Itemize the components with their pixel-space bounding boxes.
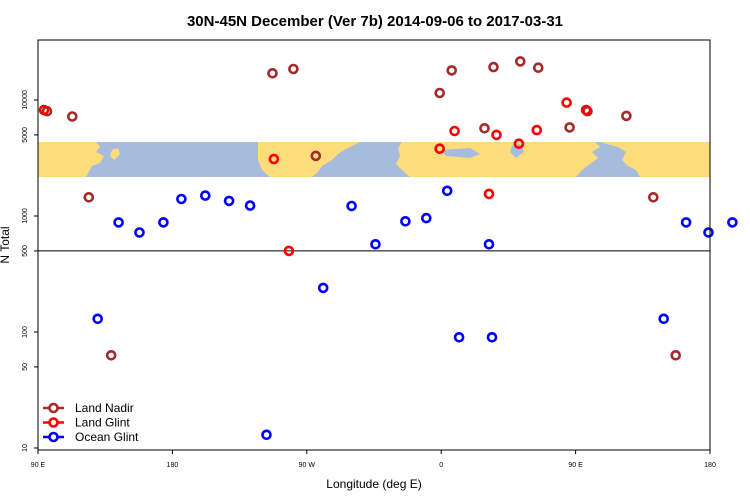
y-axis: 10 50 100 500 1000 5000 10000 <box>22 90 38 452</box>
y-tick-label-4: 1000 <box>22 208 29 224</box>
point-ocean-glint-11 <box>370 239 381 250</box>
x-tick-label-1: 180 <box>167 462 179 469</box>
point-ocean-glint-3 <box>158 217 169 228</box>
legend-entry-2: Ocean Glint <box>43 430 139 444</box>
point-ocean-glint-1 <box>113 217 124 228</box>
point-land-glint-2 <box>283 245 295 257</box>
mediterranean-sea <box>440 148 480 158</box>
point-land-nadir-13 <box>564 122 575 133</box>
point-land-nadir-1 <box>67 111 78 122</box>
point-land-glint-6 <box>491 129 502 141</box>
point-ocean-glint-19 <box>680 217 692 228</box>
point-ocean-glint-2 <box>134 227 145 238</box>
point-land-nadir-2 <box>83 192 95 203</box>
point-ocean-glint-10 <box>346 200 357 212</box>
point-ocean-glint-8 <box>261 429 272 441</box>
point-land-nadir-10 <box>488 61 499 73</box>
y-tick-label-3: 500 <box>22 245 29 257</box>
y-tick-label-1: 50 <box>22 363 29 371</box>
legend-marker-1 <box>48 417 59 428</box>
y-tick-label-5: 5000 <box>22 127 29 143</box>
y-tick-label-0: 10 <box>22 444 29 452</box>
point-land-nadir-7 <box>434 87 446 99</box>
point-ocean-glint-16 <box>483 239 495 250</box>
point-ocean-glint-13 <box>420 212 432 224</box>
legend-label-1: Land Glint <box>75 416 130 430</box>
x-axis-label: Longitude (deg E) <box>326 477 421 491</box>
point-land-glint-9 <box>561 97 572 108</box>
y-tick-label-6: 10000 <box>22 90 29 110</box>
point-land-nadir-5 <box>288 63 299 75</box>
legend-label-0: Land Nadir <box>75 401 134 415</box>
x-tick-label-2: 90 W <box>299 462 316 469</box>
point-ocean-glint-17 <box>486 331 498 343</box>
point-land-nadir-16 <box>647 192 659 203</box>
data-points <box>38 56 738 441</box>
point-ocean-glint-7 <box>244 200 256 211</box>
point-land-nadir-11 <box>514 56 526 67</box>
point-ocean-glint-0 <box>92 313 103 325</box>
point-ocean-glint-5 <box>200 190 211 201</box>
point-land-glint-4 <box>449 125 460 137</box>
legend-entry-1: Land Glint <box>43 416 130 430</box>
point-ocean-glint-12 <box>400 216 411 227</box>
x-tick-label-0: 90 E <box>31 462 46 469</box>
point-ocean-glint-4 <box>176 193 187 205</box>
point-ocean-glint-20 <box>703 227 714 238</box>
world-map-band <box>38 142 710 177</box>
point-land-nadir-12 <box>532 62 544 73</box>
point-land-nadir-8 <box>446 65 458 76</box>
x-axis: 90 E 180 90 W 0 90 E 180 <box>31 450 716 469</box>
y-axis-label: N Total <box>0 226 12 263</box>
x-tick-label-3: 0 <box>439 462 443 469</box>
point-land-glint-7 <box>513 138 525 149</box>
point-land-nadir-3 <box>105 349 117 361</box>
legend-marker-2 <box>48 431 59 443</box>
landmass-0 <box>38 142 104 177</box>
legend-entry-0: Land Nadir <box>43 401 134 415</box>
landmass-3 <box>396 142 600 177</box>
landmass-2 <box>258 142 360 177</box>
point-land-nadir-17 <box>670 349 682 361</box>
point-land-nadir-9 <box>479 123 490 134</box>
point-land-nadir-6 <box>310 150 322 162</box>
ocean-band <box>38 142 710 177</box>
point-land-nadir-15 <box>621 110 632 122</box>
landmass-4 <box>600 142 710 177</box>
series-land-glint <box>38 97 592 257</box>
point-land-glint-1 <box>268 153 280 165</box>
point-ocean-glint-14 <box>441 185 453 197</box>
point-ocean-glint-21 <box>727 217 738 228</box>
point-land-glint-0 <box>38 104 50 116</box>
point-ocean-glint-6 <box>223 195 235 207</box>
point-ocean-glint-9 <box>317 282 329 294</box>
x-tick-label-5: 180 <box>704 462 716 469</box>
plot-frame <box>37 39 711 451</box>
series-land-nadir <box>41 56 682 361</box>
point-ocean-glint-15 <box>453 331 465 343</box>
point-ocean-glint-18 <box>658 313 670 325</box>
point-land-glint-10 <box>580 104 592 116</box>
point-land-glint-8 <box>531 124 543 136</box>
landmass-1 <box>110 148 120 160</box>
series-ocean-glint <box>92 185 738 441</box>
x-tick-label-4: 90 E <box>568 462 583 469</box>
point-land-nadir-4 <box>267 68 278 79</box>
legend-label-2: Ocean Glint <box>75 430 139 444</box>
point-land-glint-5 <box>483 188 495 200</box>
point-land-glint-3 <box>434 143 446 154</box>
chart-title: 30N-45N December (Ver 7b) 2014-09-06 to … <box>187 13 563 30</box>
legend-marker-0 <box>48 402 59 414</box>
y-tick-label-2: 100 <box>22 326 29 338</box>
